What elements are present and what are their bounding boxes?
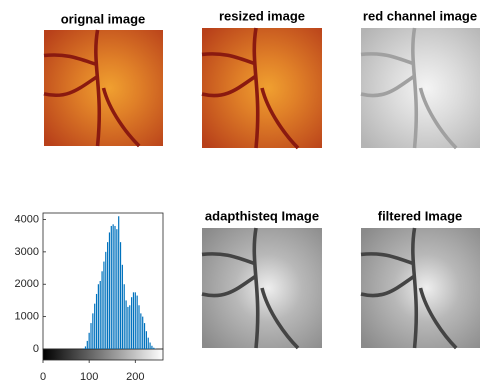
- image: [361, 28, 480, 148]
- x-tick-label: 200: [126, 371, 144, 381]
- y-tick-label: 1000: [15, 311, 39, 323]
- y-tick-label: 2000: [15, 278, 39, 290]
- image: [202, 228, 322, 348]
- page: {"images": [ {"title": "orignal image"},…: [0, 0, 486, 381]
- image: [361, 228, 480, 348]
- colorbar: [43, 349, 163, 360]
- image-title: adapthisteq Image: [205, 208, 319, 223]
- image-title: resized image: [219, 8, 305, 23]
- image: [202, 28, 322, 148]
- y-tick-label: 0: [33, 343, 39, 355]
- image: [44, 30, 163, 146]
- x-tick-label: 0: [40, 371, 46, 381]
- y-tick-label: 3000: [15, 246, 39, 258]
- image-title: orignal image: [61, 11, 146, 26]
- image-title: filtered Image: [378, 208, 463, 223]
- image-title: red channel image: [363, 8, 477, 23]
- y-tick-label: 4000: [15, 213, 39, 225]
- x-tick-label: 100: [80, 371, 98, 381]
- figure: orignal image resized image red channel …: [0, 0, 486, 381]
